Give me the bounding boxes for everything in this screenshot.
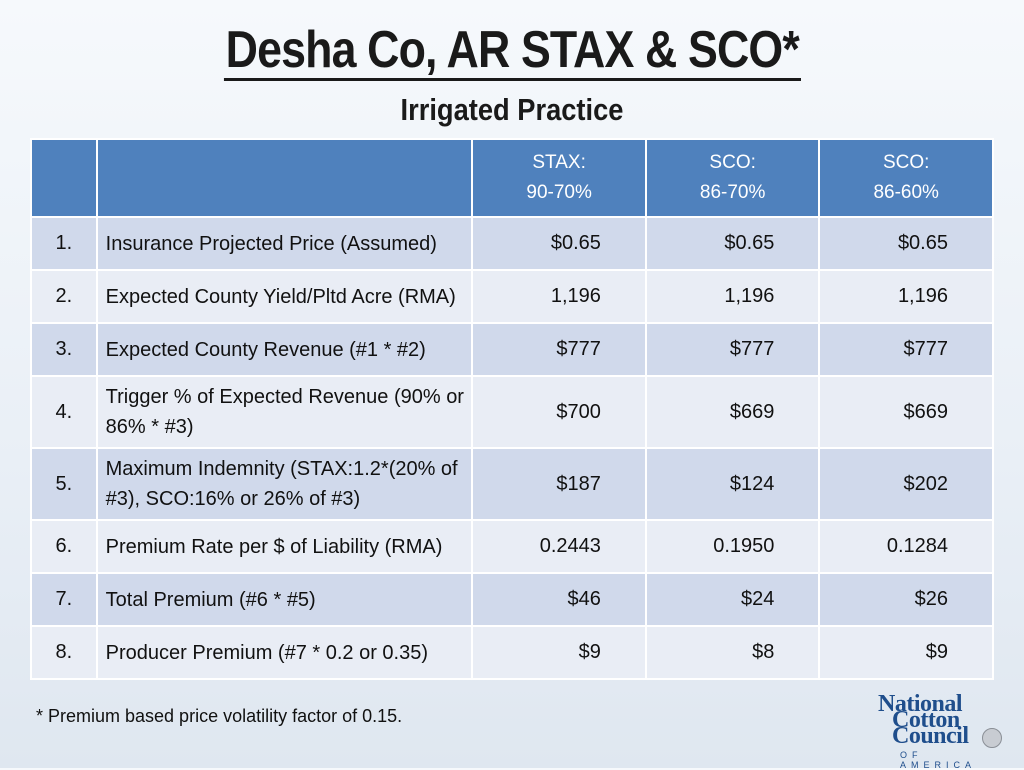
row-description: Expected County Revenue (#1 * #2) — [95, 322, 474, 377]
row-description-line1: Trigger % of Expected Revenue (90% or — [105, 386, 464, 408]
sco-86-70-value: 1,196 — [644, 269, 821, 324]
stax-value: $9 — [471, 625, 647, 680]
stax-value: 0.2443 — [471, 519, 647, 574]
table-row: 6. Premium Rate per $ of Liability (RMA)… — [30, 519, 994, 574]
table-header-row: STAX: 90-70% SCO: 86-70% SCO: 86-60% — [30, 138, 994, 218]
sco-86-60-value: $26 — [818, 572, 994, 627]
header-line2: 86-70% — [699, 182, 766, 203]
sco-86-70-value: $0.65 — [644, 216, 821, 271]
slide-subtitle: Irrigated Practice — [400, 92, 624, 127]
sco-86-70-value: 0.1950 — [644, 519, 821, 574]
row-number: 4. — [30, 375, 98, 449]
sco-86-70-value: $777 — [644, 322, 821, 377]
sco-86-70-value: $124 — [644, 447, 821, 521]
stax-value: $700 — [471, 375, 647, 449]
sco-86-60-value: $0.65 — [818, 216, 994, 271]
row-description: Producer Premium (#7 * 0.2 or 0.35) — [95, 625, 474, 680]
sco-86-70-value: $24 — [644, 572, 821, 627]
header-line1: STAX: — [532, 152, 586, 173]
table-row: 8. Producer Premium (#7 * 0.2 or 0.35) $… — [30, 625, 994, 680]
row-number: 3. — [30, 322, 98, 377]
table-row: 1. Insurance Projected Price (Assumed) $… — [30, 216, 994, 271]
logo-line2: Cotton — [892, 707, 960, 733]
table-row: 7. Total Premium (#6 * #5) $46 $24 $26 — [30, 572, 994, 627]
stax-value: $0.65 — [471, 216, 647, 271]
header-sco-86-70: SCO: 86-70% — [644, 138, 821, 218]
footnote: * Premium based price volatility factor … — [36, 706, 403, 726]
comparison-table: STAX: 90-70% SCO: 86-70% SCO: 86-60% 1. … — [30, 138, 994, 680]
stax-value: $187 — [471, 447, 647, 521]
sco-86-60-value: 0.1284 — [818, 519, 994, 574]
stax-value: $46 — [471, 572, 647, 627]
row-number: 6. — [30, 519, 98, 574]
table-row: 2. Expected County Yield/Pltd Acre (RMA)… — [30, 269, 994, 324]
sco-86-60-value: $9 — [818, 625, 994, 680]
slide-title-container: Desha Co, AR STAX & SCO* — [0, 22, 1024, 81]
stax-value: 1,196 — [471, 269, 647, 324]
row-number: 2. — [30, 269, 98, 324]
sco-86-70-value: $669 — [644, 375, 821, 449]
row-description: Maximum Indemnity (STAX:1.2*(20% of #3),… — [95, 447, 474, 521]
row-description-line2: #3), SCO:16% or 26% of #3) — [105, 488, 361, 510]
header-line1: SCO: — [709, 152, 756, 173]
sco-86-70-value: $8 — [644, 625, 821, 680]
sco-86-60-value: $669 — [818, 375, 994, 449]
row-description: Total Premium (#6 * #5) — [95, 572, 474, 627]
stax-value: $777 — [471, 322, 647, 377]
header-line2: 90-70% — [526, 182, 592, 203]
logo-line4: OF AMERICA — [900, 750, 977, 770]
row-number: 7. — [30, 572, 98, 627]
sco-86-60-value: $777 — [818, 322, 994, 377]
header-num-cell — [30, 138, 98, 218]
table-row: 5. Maximum Indemnity (STAX:1.2*(20% of #… — [30, 447, 994, 521]
header-line1: SCO: — [882, 152, 930, 173]
row-description: Expected County Yield/Pltd Acre (RMA) — [95, 269, 474, 324]
table-row: 4. Trigger % of Expected Revenue (90% or… — [30, 375, 994, 449]
row-number: 1. — [30, 216, 98, 271]
sco-86-60-value: $202 — [818, 447, 994, 521]
header-line2: 86-60% — [873, 182, 939, 203]
row-number: 8. — [30, 625, 98, 680]
header-stax-90-70: STAX: 90-70% — [471, 138, 647, 218]
row-description-line1: Maximum Indemnity (STAX:1.2*(20% of — [105, 458, 458, 480]
row-description: Trigger % of Expected Revenue (90% or 86… — [95, 375, 474, 449]
logo-line1: National — [878, 691, 963, 717]
row-description-line2: 86% * #3) — [105, 416, 194, 438]
row-description: Premium Rate per $ of Liability (RMA) — [95, 519, 474, 574]
header-desc-cell — [95, 138, 474, 218]
logo-line3: Council — [892, 723, 969, 749]
ncc-logo: National Cotton Council OF AMERICA — [878, 691, 1002, 770]
sco-86-60-value: 1,196 — [818, 269, 994, 324]
header-sco-86-60: SCO: 86-60% — [818, 138, 994, 218]
seal-icon — [982, 728, 1002, 748]
slide-title: Desha Co, AR STAX & SCO* — [223, 21, 801, 81]
table-row: 3. Expected County Revenue (#1 * #2) $77… — [30, 322, 994, 377]
row-number: 5. — [30, 447, 98, 521]
row-description: Insurance Projected Price (Assumed) — [95, 216, 474, 271]
